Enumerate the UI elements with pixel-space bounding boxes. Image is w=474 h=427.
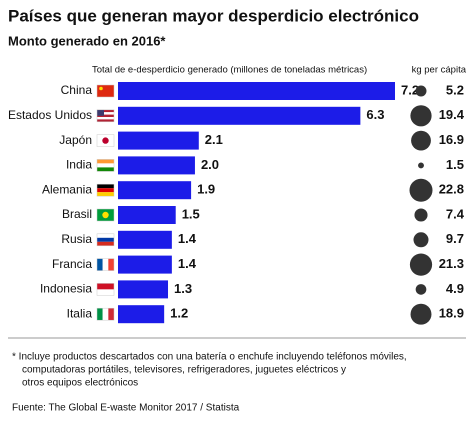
value-header: Total de e-desperdicio generado (millone… [92,65,367,76]
flag [97,163,114,168]
flag-border [96,258,115,271]
value-label: 1.4 [178,231,197,246]
flag [102,137,109,144]
flag [97,184,114,189]
bar [118,305,165,324]
size-bubble [414,208,428,222]
size-label: 16.9 [439,132,464,147]
note-line: otros equipos electrónicos [22,378,138,389]
flag [97,114,114,117]
flag [97,85,114,97]
note-line: * Incluye productos descartados con una … [12,352,407,363]
size-bubble [409,178,433,202]
bar [118,156,195,175]
value-label: 2.1 [205,132,223,147]
flag-border [96,233,115,247]
size-bubble [410,303,432,325]
bar [118,131,199,150]
size-label: 22.8 [439,182,464,197]
flag-border [96,208,115,222]
value-label: 1.9 [197,182,215,197]
flag [97,283,114,290]
chart-title: Países que generan mayor desperdicio ele… [8,6,419,25]
size-label: 19.4 [439,107,465,122]
size-bubble [415,284,427,295]
category-label: Francia [52,257,92,271]
flag [97,258,103,271]
flag [97,188,114,193]
flag-border [96,109,115,123]
category-label: Alemania [42,182,92,196]
category-label: Brasil [62,207,92,221]
flag [97,167,114,172]
flag [97,237,114,242]
size-label: 9.7 [446,231,464,246]
flag [108,258,114,271]
size-bubble [410,105,432,127]
size-header: kg per cápita [412,65,467,76]
flag [97,241,114,246]
value-label: 6.3 [366,107,384,122]
category-label: India [66,158,92,172]
size-bubble [409,253,433,276]
source: Fuente: The Global E-waste Monitor 2017 … [12,403,240,414]
flag-border [96,183,115,197]
flag [97,117,114,120]
size-bubble [415,85,427,97]
category-label: Estados Unidos [8,108,92,122]
value-label: 1.2 [170,306,188,321]
flag [99,86,103,91]
category-label: Italia [67,306,93,320]
size-label: 5.2 [446,82,464,97]
size-label: 21.3 [439,256,464,271]
flag [102,258,109,271]
bar [118,82,395,100]
bar [118,230,172,249]
value-label: 1.5 [182,206,200,221]
bar [118,181,192,200]
value-label: 7.2 [401,82,419,97]
flag [102,211,109,219]
category-label: Indonesia [40,282,92,296]
note-line: computadoras portátiles, televisores, re… [22,365,346,376]
value-label: 2.0 [201,157,219,172]
flag-border [96,283,115,296]
flag [97,112,114,115]
flag [97,233,114,238]
bar [118,280,169,299]
flag-border [96,307,115,321]
bar [118,106,361,125]
size-bubble [411,130,431,151]
chart-subtitle: Monto generado en 2016* [8,33,166,48]
size-bubble [418,162,424,169]
bar [118,206,176,224]
category-label: Rusia [61,232,92,246]
category-label: China [61,83,93,97]
flag-border [96,134,115,147]
flag [102,308,109,321]
flag [97,159,114,164]
size-label: 7.4 [446,206,465,221]
flag [108,308,114,321]
size-label: 1.5 [446,157,464,172]
flag [97,109,114,113]
size-label: 4.9 [446,281,464,296]
flag-border [96,159,115,172]
size-label: 18.9 [439,306,464,321]
flag [97,192,114,197]
value-label: 1.3 [174,281,192,296]
bar [118,255,172,274]
flag [97,109,104,116]
value-label: 1.4 [178,256,197,271]
flag [97,289,114,296]
flag-border [96,84,115,98]
category-label: Japón [59,133,92,147]
size-bubble [413,232,429,248]
flag [97,308,103,321]
flag [97,119,114,122]
